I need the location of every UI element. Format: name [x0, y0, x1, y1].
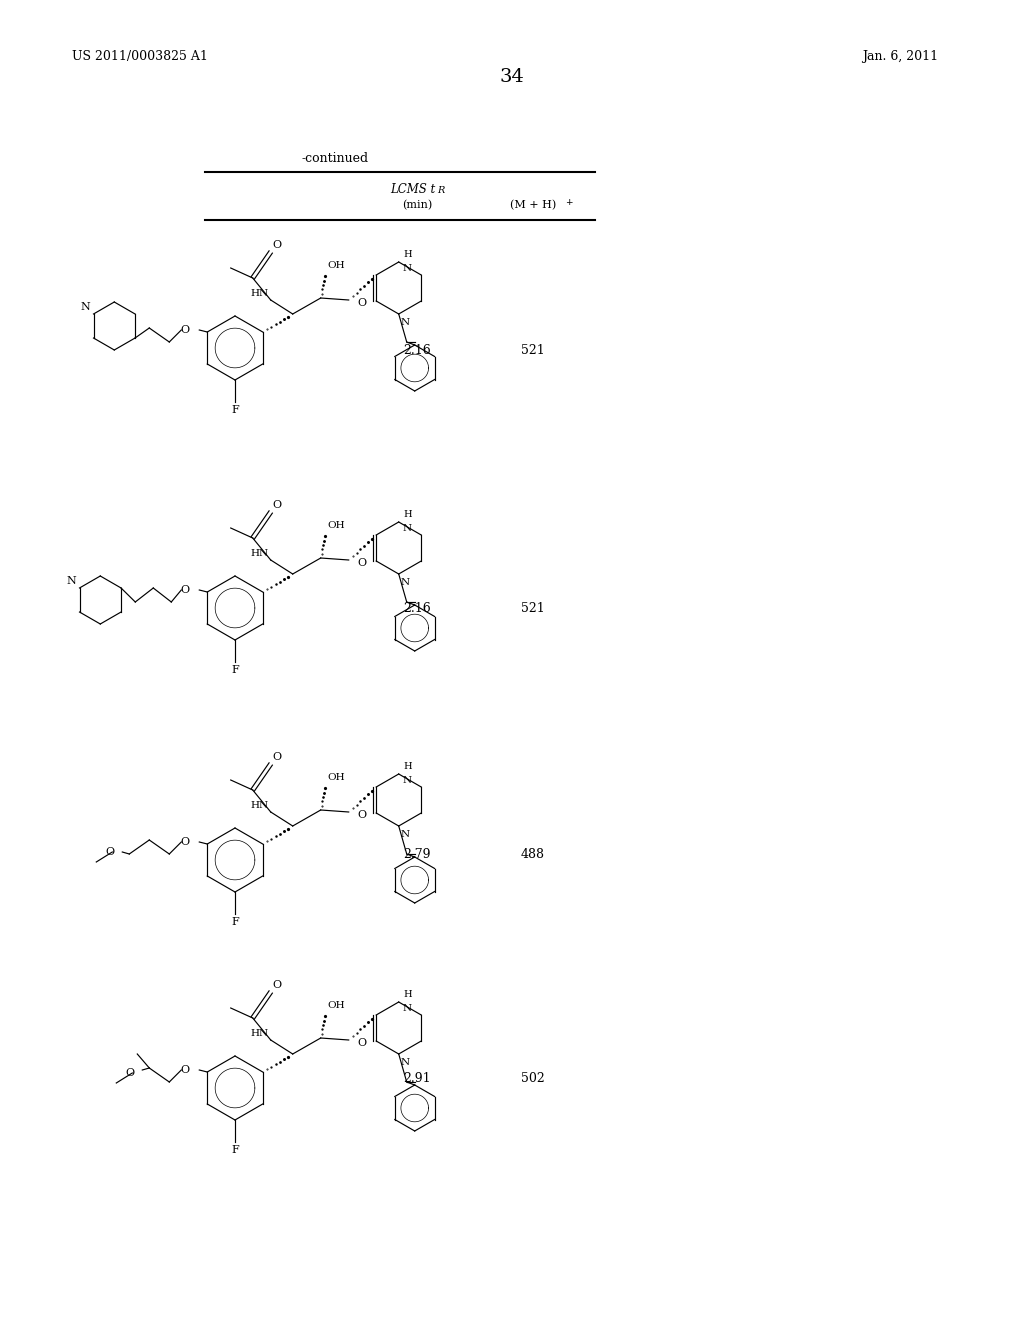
- Text: 2.16: 2.16: [403, 602, 431, 615]
- Text: O: O: [180, 837, 189, 847]
- Text: O: O: [357, 558, 367, 568]
- Text: H: H: [403, 762, 413, 771]
- Text: 2.79: 2.79: [403, 849, 431, 862]
- Text: 521: 521: [521, 602, 545, 615]
- Text: OH: OH: [328, 774, 345, 781]
- Text: 34: 34: [500, 69, 524, 86]
- Text: O: O: [180, 1065, 189, 1074]
- Text: O: O: [272, 979, 282, 990]
- Text: O: O: [357, 298, 367, 308]
- Text: N: N: [400, 318, 410, 327]
- Text: N: N: [402, 524, 412, 533]
- Text: O: O: [180, 585, 189, 595]
- Text: (M + H): (M + H): [510, 201, 556, 210]
- Text: F: F: [231, 1144, 239, 1155]
- Text: R: R: [437, 186, 444, 195]
- Text: F: F: [231, 665, 239, 675]
- Text: N: N: [400, 1059, 410, 1067]
- Text: -continued: -continued: [301, 152, 369, 165]
- Text: HN: HN: [251, 549, 268, 558]
- Text: US 2011/0003825 A1: US 2011/0003825 A1: [72, 50, 208, 63]
- Text: N: N: [402, 264, 412, 273]
- Text: O: O: [272, 500, 282, 510]
- Text: OH: OH: [328, 1001, 345, 1010]
- Text: H: H: [403, 990, 413, 999]
- Text: H: H: [403, 510, 413, 519]
- Text: HN: HN: [251, 289, 268, 298]
- Text: N: N: [81, 302, 90, 312]
- Text: HN: HN: [251, 801, 268, 810]
- Text: 2.16: 2.16: [403, 343, 431, 356]
- Text: O: O: [180, 325, 189, 335]
- Text: LCMS t: LCMS t: [390, 183, 435, 195]
- Text: 521: 521: [521, 343, 545, 356]
- Text: OH: OH: [328, 261, 345, 271]
- Text: 488: 488: [521, 849, 545, 862]
- Text: N: N: [400, 578, 410, 587]
- Text: +: +: [565, 198, 572, 207]
- Text: N: N: [402, 1005, 412, 1012]
- Text: 2.91: 2.91: [403, 1072, 431, 1085]
- Text: N: N: [67, 576, 77, 586]
- Text: HN: HN: [251, 1030, 268, 1038]
- Text: O: O: [272, 752, 282, 762]
- Text: OH: OH: [328, 521, 345, 531]
- Text: N: N: [402, 776, 412, 785]
- Text: O: O: [125, 1068, 134, 1078]
- Text: O: O: [272, 240, 282, 249]
- Text: F: F: [231, 405, 239, 414]
- Text: Jan. 6, 2011: Jan. 6, 2011: [862, 50, 938, 63]
- Text: (min): (min): [401, 201, 432, 210]
- Text: N: N: [400, 830, 410, 840]
- Text: O: O: [357, 1038, 367, 1048]
- Text: O: O: [357, 810, 367, 820]
- Text: 502: 502: [521, 1072, 545, 1085]
- Text: H: H: [403, 249, 413, 259]
- Text: O: O: [105, 847, 115, 857]
- Text: F: F: [231, 917, 239, 927]
